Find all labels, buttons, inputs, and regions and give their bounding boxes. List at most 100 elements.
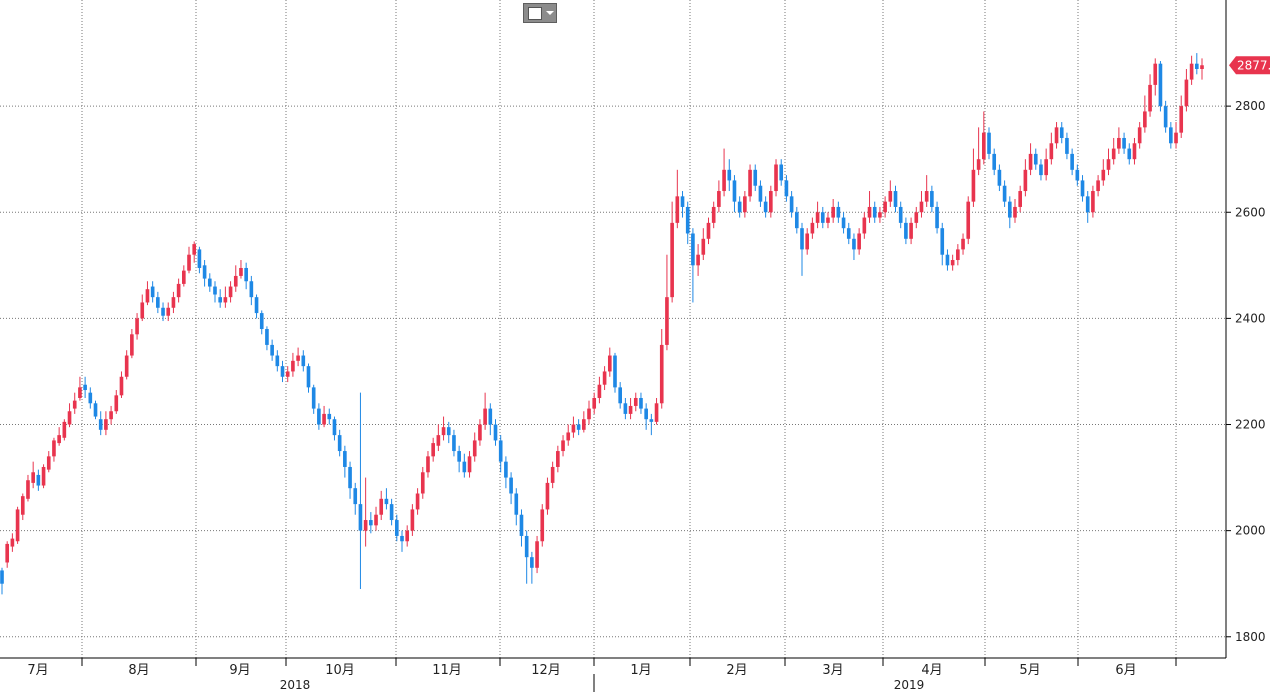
month-label: 7月 <box>27 663 48 678</box>
candle-body <box>322 413 326 425</box>
month-label: 3月 <box>822 663 843 678</box>
candle-body <box>556 451 560 467</box>
candle-body <box>57 435 61 444</box>
candle-body <box>924 191 929 202</box>
caret-down-icon <box>546 11 554 15</box>
candle-body <box>244 267 248 282</box>
candle-body <box>420 472 425 494</box>
candle-body <box>478 424 482 441</box>
candle-body <box>207 278 212 287</box>
candle-body <box>1028 153 1033 170</box>
candle-body <box>966 201 971 239</box>
candle-body <box>1174 132 1178 144</box>
candle-body <box>1080 180 1085 197</box>
last-price-layer: 2877.0 <box>1229 56 1270 75</box>
candle-body <box>675 196 680 223</box>
candle-body <box>841 217 846 229</box>
candle-body <box>862 217 867 234</box>
candle-body <box>145 289 150 303</box>
candle-body <box>483 408 487 425</box>
candle-body <box>997 169 1002 186</box>
candle-body <box>623 403 628 414</box>
candle-body <box>1096 180 1100 192</box>
month-label: 2月 <box>726 663 747 678</box>
candle-body <box>431 443 435 457</box>
candle-body <box>535 541 539 568</box>
candle-body <box>530 557 534 568</box>
candle-body <box>633 397 638 406</box>
candle-body <box>919 201 924 213</box>
year-label: 2018 <box>280 678 311 692</box>
candle-body <box>213 286 217 295</box>
candle-body <box>394 520 399 536</box>
candle-body <box>415 493 420 510</box>
candle-body <box>950 260 955 266</box>
candle-body <box>1189 63 1194 80</box>
candle-body <box>576 424 581 430</box>
candle-body <box>639 397 643 409</box>
candle-body <box>1117 137 1121 149</box>
candle-body <box>867 206 872 218</box>
candle-body <box>400 535 404 542</box>
candle-body <box>509 477 513 494</box>
candle-body <box>363 520 368 531</box>
candle-body <box>389 504 394 521</box>
month-label: 8月 <box>128 663 149 678</box>
candle-body <box>872 206 877 218</box>
candle-body <box>550 466 555 483</box>
candle-body <box>83 384 87 391</box>
candle-body <box>446 427 451 436</box>
candle-body <box>488 408 493 425</box>
candle-body <box>218 297 222 303</box>
candle-body <box>649 419 654 422</box>
candle-body <box>93 403 98 417</box>
candle-body <box>223 297 228 303</box>
candle-body <box>441 427 446 436</box>
candle-body <box>1013 206 1017 218</box>
candle-body <box>426 456 430 473</box>
candle-body <box>156 297 160 308</box>
candle-body <box>1059 127 1064 138</box>
candle-body <box>1184 79 1189 107</box>
candle-body <box>659 344 664 404</box>
candle-body <box>249 281 254 298</box>
candle-body <box>67 411 72 425</box>
candle-body <box>135 318 139 335</box>
candle-body <box>914 212 919 223</box>
candle-body <box>696 254 700 266</box>
candle-body <box>88 392 93 404</box>
candle-body <box>109 411 113 420</box>
candle-body <box>1023 169 1028 192</box>
candle-body <box>540 509 545 542</box>
candle-body <box>176 283 181 298</box>
chart-type-button[interactable] <box>523 3 557 23</box>
candle-body <box>452 435 456 452</box>
candle-body <box>358 504 363 531</box>
candle-body <box>280 366 285 377</box>
candle-body <box>0 570 4 584</box>
candle-body <box>31 472 35 483</box>
candle-body <box>348 466 352 489</box>
candle-body <box>597 384 602 398</box>
y-tick-label: 2000 <box>1235 524 1266 538</box>
candle-body <box>1065 137 1069 154</box>
candle-body <box>457 451 461 462</box>
month-label: 10月 <box>325 663 355 678</box>
candle-body <box>815 212 820 223</box>
candle-body <box>259 313 264 329</box>
candle-body <box>774 164 778 192</box>
candle-body <box>691 233 695 266</box>
candle-body <box>519 514 524 536</box>
candle-body <box>909 222 913 239</box>
candle-body <box>46 456 51 470</box>
candle-body <box>353 488 358 505</box>
candle-body <box>301 355 306 367</box>
candle-body <box>41 466 46 486</box>
candle-body <box>1132 143 1137 160</box>
candle-body <box>202 265 207 279</box>
candle-body <box>935 206 939 229</box>
year-label: 2019 <box>894 678 925 692</box>
candle-body <box>753 169 758 186</box>
candle-body <box>1143 111 1147 128</box>
